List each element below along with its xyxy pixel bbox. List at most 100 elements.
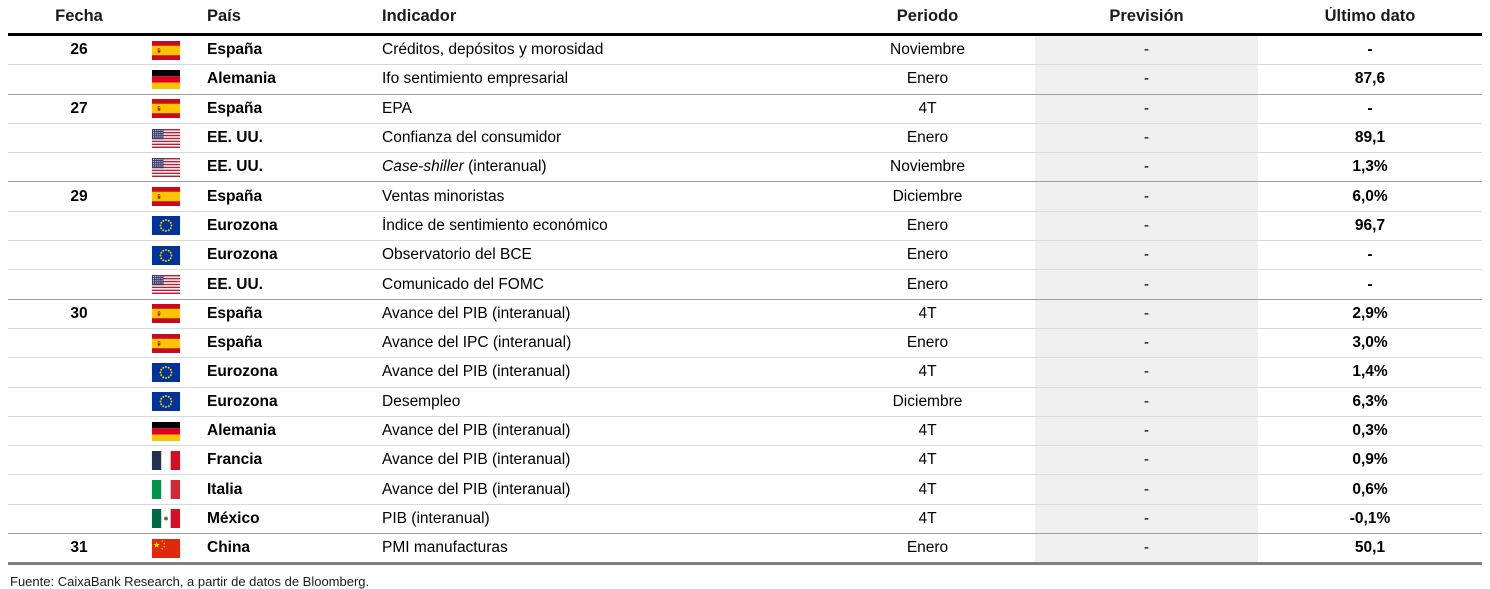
period-cell: 4T [918,363,937,381]
forecast-cell: - [1035,182,1258,211]
last-data-cell: - [1367,246,1373,264]
table-row: 29 España Ventas minoristas Diciembre - … [8,181,1482,211]
period-cell: Noviembre [890,41,965,59]
economic-calendar-table: Fecha País Indicador Periodo Previsión Ú… [8,0,1482,566]
last-data-cell: 89,1 [1354,129,1386,147]
table-body: 26 España Créditos, depósitos y morosida… [8,36,1482,566]
indicator-cell: Observatorio del BCE [382,246,532,264]
country-cell: España [207,334,263,352]
forecast-cell: - [1035,299,1258,328]
table-row: Eurozona Observatorio del BCE Enero - - [8,240,1482,270]
country-cell: Alemania [207,422,276,439]
period-cell: Enero [906,70,949,88]
country-cell: EE. UU. [207,158,263,176]
forecast-cell: - [1035,123,1258,153]
forecast-cell: - [1035,241,1258,270]
country-cell: Eurozona [207,246,278,264]
forecast-cell: - [1035,358,1258,387]
forecast-cell: - [1035,65,1258,94]
last-data-cell: 2,9% [1352,304,1388,322]
forecast-cell: - [1035,534,1258,563]
last-data-cell: 0,6% [1352,480,1388,498]
period-cell: Enero [906,275,949,293]
table-row: Italia Avance del PIB (interanual) 4T - … [8,474,1482,504]
forecast-cell: - [1035,270,1258,299]
date-cell: 30 [70,304,88,322]
period-cell: Enero [906,129,949,147]
last-data-cell: 96,7 [1354,216,1386,234]
last-data-cell: -0,1% [1349,509,1391,527]
table-row: Francia Avance del PIB (interanual) 4T -… [8,445,1482,475]
date-cell: 26 [70,41,88,59]
country-cell: Eurozona [207,363,278,381]
forecast-cell: - [1035,504,1258,534]
col-header-ultimo-dato: Último dato [1324,7,1416,25]
indicator-cell: EPA [382,99,412,117]
forecast-cell: - [1035,36,1258,65]
last-data-cell: 50,1 [1354,539,1386,557]
forecast-cell: - [1035,446,1258,475]
table-row: Eurozona Desempleo Diciembre - 6,3% [8,386,1482,416]
table-row: EE. UU. Comunicado del FOMC Enero - - [8,269,1482,299]
indicator-cell: Confianza del consumidor [382,129,562,147]
period-cell: Diciembre [892,392,963,410]
source-note: Fuente: CaixaBank Research, a partir de … [10,574,370,589]
last-data-cell: - [1367,275,1373,293]
country-cell: Italia [207,480,243,498]
indicator-cell: Comunicado del FOMC [382,275,544,293]
table-row: EE. UU. Confianza del consumidor Enero -… [8,122,1482,153]
period-cell: 4T [918,451,937,469]
forecast-cell: - [1035,94,1258,123]
flag-france-icon [150,450,200,470]
flag-usa-icon [150,275,200,295]
table-row: 27 España EPA 4T - - [8,93,1482,123]
country-cell: España [207,99,263,117]
indicator-cell: Ifo sentimiento empresarial [382,70,569,88]
indicator-cell: Avance del PIB (interanual) [382,304,571,322]
flag-eu-icon [150,245,200,265]
period-cell: 4T [918,304,937,322]
flag-spain-icon [150,187,200,207]
date-cell: 27 [70,99,88,117]
table-row: Eurozona Índice de sentimiento económico… [8,210,1482,241]
flag-eu-icon [150,216,200,236]
flag-germany-icon [150,69,200,89]
last-data-cell: - [1367,99,1373,117]
col-header-fecha: Fecha [55,7,103,25]
table-header-row: Fecha País Indicador Periodo Previsión Ú… [8,0,1482,36]
col-header-indicador: Indicador [382,7,457,25]
last-data-cell: 0,3% [1352,422,1388,439]
flag-spain-icon [150,99,200,119]
flag-spain-icon [150,304,200,324]
forecast-cell: - [1035,211,1258,241]
forecast-cell: - [1035,475,1258,504]
country-cell: Eurozona [207,216,278,234]
table-row: España Avance del IPC (interanual) Enero… [8,327,1482,358]
flag-spain-icon [150,40,200,60]
last-data-cell: 3,0% [1352,334,1388,352]
indicator-cell: PMI manufacturas [382,539,508,557]
flag-spain-icon [150,333,200,353]
country-cell: EE. UU. [207,275,263,293]
forecast-cell: - [1035,416,1258,446]
last-data-cell: 0,9% [1352,451,1388,469]
table-row: México PIB (interanual) 4T - -0,1% [8,503,1482,534]
flag-eu-icon [150,362,200,382]
table-row: Eurozona Avance del PIB (interanual) 4T … [8,357,1482,387]
last-data-cell: 1,3% [1352,158,1388,176]
period-cell: Enero [906,216,949,234]
flag-germany-icon [150,421,200,441]
period-cell: Enero [906,246,949,264]
country-cell: España [207,304,263,322]
period-cell: 4T [918,422,937,439]
flag-china-icon [150,538,200,558]
period-cell: Enero [906,539,949,557]
indicator-cell: Índice de sentimiento económico [382,216,608,234]
country-cell: México [207,509,260,527]
country-cell: Francia [207,451,263,469]
indicator-cell: Avance del PIB (interanual) [382,363,571,381]
country-cell: Alemania [207,70,276,88]
indicator-cell: Desempleo [382,392,461,410]
last-data-cell: 6,0% [1352,187,1388,205]
